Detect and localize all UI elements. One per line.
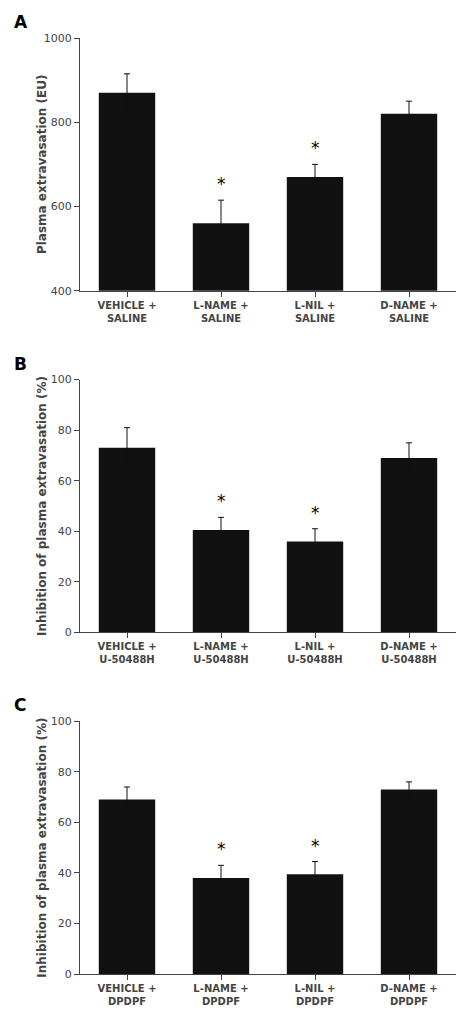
svg-text:80: 80: [58, 766, 72, 779]
svg-text:Plasma extravasation (EU): Plasma extravasation (EU): [35, 75, 49, 254]
svg-text:VEHICLE +U-50488H: VEHICLE +U-50488H: [97, 641, 156, 665]
svg-text:VEHICLE +SALINE: VEHICLE +SALINE: [97, 300, 156, 324]
svg-text:VEHICLE +DPDPF: VEHICLE +DPDPF: [97, 983, 156, 1007]
svg-text:*: *: [217, 839, 226, 859]
svg-text:1000: 1000: [44, 32, 72, 45]
svg-text:40: 40: [58, 525, 72, 538]
svg-text:L-NAME +SALINE: L-NAME +SALINE: [193, 300, 248, 324]
svg-text:L-NAME +DPDPF: L-NAME +DPDPF: [193, 983, 248, 1007]
svg-text:D-NAME +SALINE: D-NAME +SALINE: [380, 300, 437, 324]
svg-text:*: *: [311, 138, 320, 158]
svg-text:L-NIL +U-50488H: L-NIL +U-50488H: [287, 641, 342, 665]
svg-text:20: 20: [58, 917, 72, 930]
svg-text:*: *: [217, 491, 226, 511]
svg-text:20: 20: [58, 576, 72, 589]
svg-text:C: C: [14, 695, 26, 715]
svg-text:*: *: [217, 174, 226, 194]
svg-text:*: *: [311, 836, 320, 856]
svg-text:100: 100: [51, 373, 72, 386]
svg-text:800: 800: [51, 116, 72, 129]
svg-text:60: 60: [58, 475, 72, 488]
svg-text:L-NIL +SALINE: L-NIL +SALINE: [295, 300, 336, 324]
svg-text:400: 400: [51, 285, 72, 298]
svg-text:80: 80: [58, 424, 72, 437]
svg-text:L-NAME +U-50488H: L-NAME +U-50488H: [193, 641, 248, 665]
svg-text:Inhibition of plasma extravasa: Inhibition of plasma extravasation (%): [35, 376, 49, 636]
svg-text:B: B: [14, 354, 27, 374]
svg-text:0: 0: [65, 626, 72, 639]
svg-text:L-NIL +DPDPF: L-NIL +DPDPF: [295, 983, 336, 1007]
svg-text:A: A: [14, 12, 28, 32]
svg-text:60: 60: [58, 816, 72, 829]
svg-text:40: 40: [58, 867, 72, 880]
svg-text:D-NAME +U-50488H: D-NAME +U-50488H: [380, 641, 437, 665]
svg-text:0: 0: [65, 968, 72, 981]
svg-text:600: 600: [51, 200, 72, 213]
svg-text:100: 100: [51, 715, 72, 728]
svg-text:Inhibition of plasma extravasa: Inhibition of plasma extravasation (%): [35, 718, 49, 978]
svg-text:*: *: [311, 503, 320, 523]
svg-text:D-NAME +DPDPF: D-NAME +DPDPF: [380, 983, 437, 1007]
